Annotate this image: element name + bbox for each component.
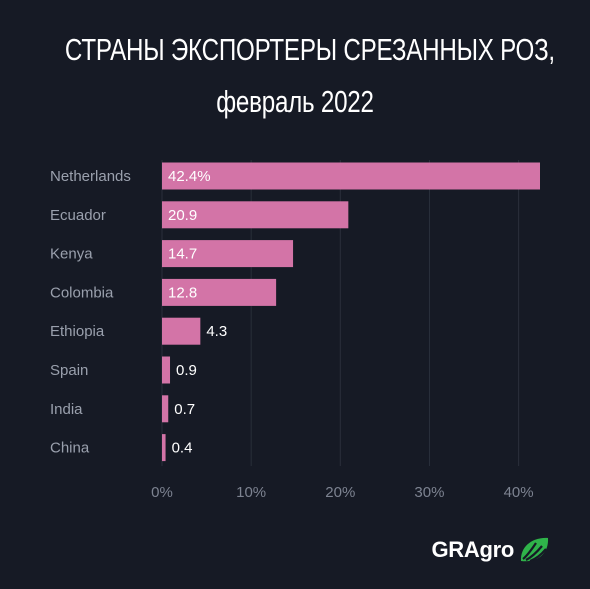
data-label: 14.7 bbox=[168, 246, 197, 263]
leaf-icon bbox=[520, 537, 549, 563]
x-tick-label: 20% bbox=[325, 484, 355, 501]
x-tick-label: 0% bbox=[151, 484, 173, 501]
category-label: China bbox=[50, 440, 90, 457]
bar bbox=[162, 356, 171, 384]
bar bbox=[162, 395, 169, 423]
data-label: 20.9 bbox=[168, 207, 197, 224]
data-label: 4.3 bbox=[206, 323, 227, 340]
category-label: Colombia bbox=[50, 284, 114, 301]
bar bbox=[162, 240, 294, 268]
bar bbox=[162, 162, 540, 190]
chart-title-line-2: февраль 2022 bbox=[216, 84, 374, 119]
chart-title: СТРАНЫ ЭКСПОРТЕРЫ СРЕЗАННЫХ РОЗ, февраль… bbox=[64, 24, 555, 128]
category-label: Netherlands bbox=[50, 168, 131, 185]
data-label: 12.8 bbox=[168, 284, 197, 301]
category-label: Ethiopia bbox=[50, 323, 105, 340]
data-label: 0.9 bbox=[176, 362, 197, 379]
data-label: 0.4 bbox=[172, 440, 193, 457]
brand-logo: GRAgro bbox=[431, 535, 550, 565]
bar bbox=[162, 201, 349, 229]
bar bbox=[162, 278, 277, 306]
bar bbox=[162, 317, 201, 345]
data-label: 0.7 bbox=[174, 401, 195, 418]
x-tick-label: 40% bbox=[504, 484, 534, 501]
x-tick-label: 10% bbox=[236, 484, 266, 501]
x-tick-label: 30% bbox=[414, 484, 444, 501]
category-label: Kenya bbox=[50, 246, 93, 263]
category-label: Spain bbox=[50, 362, 88, 379]
data-label: 42.4% bbox=[168, 168, 211, 185]
brand-name: GRAgro bbox=[431, 537, 514, 562]
category-label: India bbox=[50, 401, 83, 418]
bar bbox=[162, 434, 166, 462]
category-label: Ecuador bbox=[50, 207, 106, 224]
chart-title-line-1: СТРАНЫ ЭКСПОРТЕРЫ СРЕЗАННЫХ РОЗ, bbox=[64, 32, 555, 67]
